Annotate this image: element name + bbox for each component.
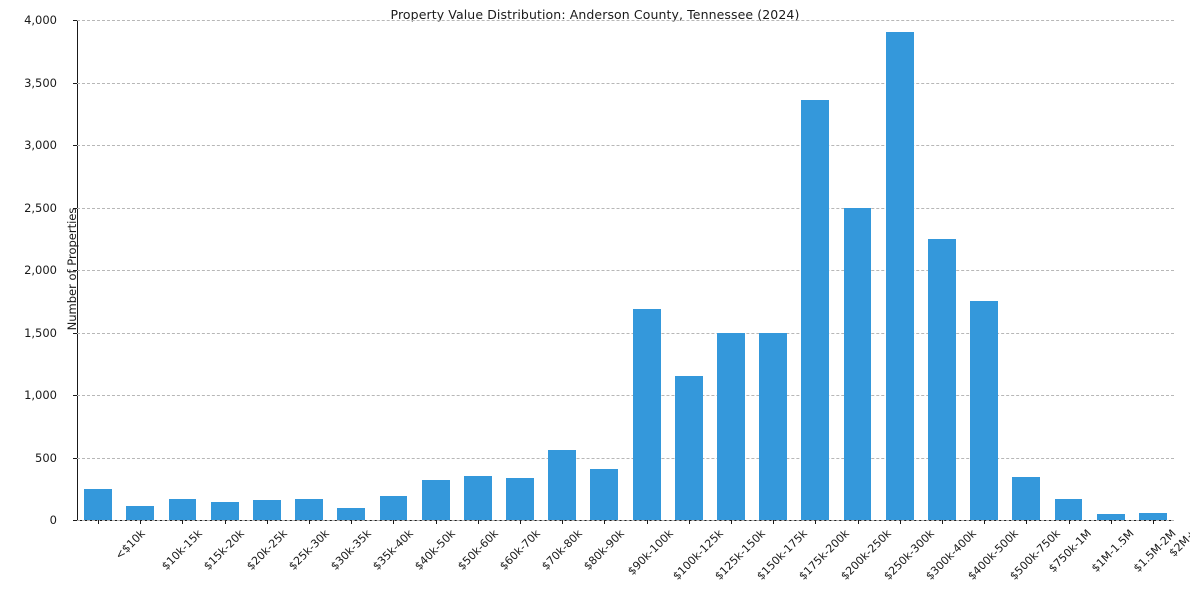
x-tick-label: $20k-25k [243, 527, 290, 573]
bar[interactable] [126, 506, 155, 520]
x-tick-mark [899, 520, 901, 524]
bar[interactable] [84, 488, 113, 520]
bar[interactable] [295, 498, 323, 520]
y-tick-mark [73, 520, 77, 521]
x-tick-mark [435, 520, 437, 524]
y-tick-mark [73, 332, 77, 334]
gridline [77, 82, 1174, 84]
bar[interactable] [590, 469, 619, 520]
x-tick-label: $10k-15k [159, 527, 206, 573]
y-tick-label: 2,000 [24, 263, 57, 277]
x-tick-label: $80k-90k [581, 527, 628, 573]
bar[interactable] [1138, 513, 1167, 520]
bar[interactable] [421, 480, 450, 520]
y-tick-label: 1,000 [24, 388, 57, 402]
bar[interactable] [801, 100, 830, 520]
x-tick-label: $60k-70k [496, 527, 543, 573]
x-tick-mark [1110, 520, 1112, 524]
x-tick-label: <$10k [112, 527, 148, 563]
x-tick-mark [646, 520, 648, 524]
y-tick-mark [73, 270, 77, 271]
bar[interactable] [168, 498, 197, 520]
x-tick-mark [984, 520, 986, 524]
x-tick-mark [1026, 520, 1028, 524]
x-tick-mark [1068, 520, 1070, 524]
chart-title: Property Value Distribution: Anderson Co… [390, 7, 800, 22]
y-tick-mark [73, 145, 77, 146]
bar[interactable] [1096, 513, 1125, 520]
bar[interactable] [674, 376, 703, 520]
y-tick-label: 2,500 [24, 200, 57, 215]
gridline [77, 270, 1174, 271]
bar[interactable] [337, 507, 366, 520]
x-tick-mark [140, 520, 142, 524]
bar[interactable] [1012, 476, 1041, 520]
gridline [77, 457, 1174, 459]
gridline [77, 207, 1174, 209]
x-tick-label: $30k-35k [328, 527, 374, 573]
x-tick-label: $35k-40k [370, 527, 417, 573]
x-tick-mark [1152, 520, 1154, 524]
bar[interactable] [970, 301, 999, 520]
y-tick-label: 4,000 [24, 13, 57, 27]
y-tick-mark [73, 207, 77, 209]
x-tick-mark [520, 520, 522, 524]
plot-area: Number of Properties 0 500 1,000 1,500 2,000… [24, 13, 1190, 583]
bar[interactable] [632, 309, 661, 520]
x-tick-mark [730, 520, 732, 524]
x-tick-mark [309, 520, 311, 524]
y-tick-mark [73, 20, 77, 21]
x-tick-mark [604, 520, 606, 524]
x-tick-label: $25k-30k [286, 527, 332, 573]
bar[interactable] [252, 500, 281, 520]
y-tick-label: 1,500 [24, 325, 57, 340]
x-tick-label: $1M-1.5M [1088, 527, 1137, 575]
x-tick-mark [477, 520, 479, 524]
bar[interactable] [379, 495, 408, 520]
bar[interactable] [759, 333, 788, 520]
y-tick-label: 500 [35, 450, 57, 465]
gridline [77, 145, 1174, 146]
y-tick-mark [73, 457, 77, 459]
x-tick-mark [857, 520, 859, 524]
y-tick-label: 3,000 [24, 138, 57, 152]
bar[interactable] [1054, 498, 1083, 520]
bar[interactable] [548, 450, 577, 520]
x-tick-label: $50k-60k [454, 527, 501, 573]
x-tick-mark [688, 520, 690, 524]
x-tick-mark [562, 520, 564, 524]
bar[interactable] [843, 207, 872, 520]
x-tick-mark [98, 520, 100, 524]
bar[interactable] [506, 477, 534, 520]
x-tick-mark [393, 520, 395, 524]
bar[interactable] [885, 31, 914, 520]
x-tick-label: $40k-50k [412, 527, 459, 573]
x-tick-mark [773, 520, 775, 524]
gridline [77, 520, 1174, 521]
gridline [77, 395, 1174, 396]
x-tick-mark [815, 520, 817, 524]
x-tick-label: $70k-80k [539, 527, 585, 573]
x-tick-mark [224, 520, 226, 524]
x-tick-mark [266, 520, 268, 524]
y-tick-label: 3,500 [24, 75, 57, 90]
gridline [77, 20, 1174, 21]
bar[interactable] [463, 475, 492, 520]
x-tick-label: $15k-20k [201, 527, 248, 573]
x-tick-mark [182, 520, 184, 524]
y-axis-label: Number of Properties [65, 207, 79, 331]
bar[interactable] [210, 501, 239, 520]
y-tick-mark [73, 395, 77, 396]
y-tick-mark [73, 82, 77, 84]
x-tick-mark [351, 520, 353, 524]
x-tick-mark [941, 520, 943, 524]
gridline [77, 332, 1174, 334]
x-tick-label: $90k-100k [625, 527, 677, 578]
bar[interactable] [928, 238, 956, 520]
y-tick-label: 0 [49, 513, 57, 527]
bar[interactable] [717, 333, 745, 520]
